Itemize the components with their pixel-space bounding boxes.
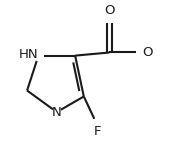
Text: O: O — [142, 46, 153, 59]
Text: F: F — [94, 125, 102, 138]
Text: O: O — [104, 4, 115, 17]
Text: N: N — [52, 106, 62, 119]
Text: HN: HN — [19, 48, 38, 61]
